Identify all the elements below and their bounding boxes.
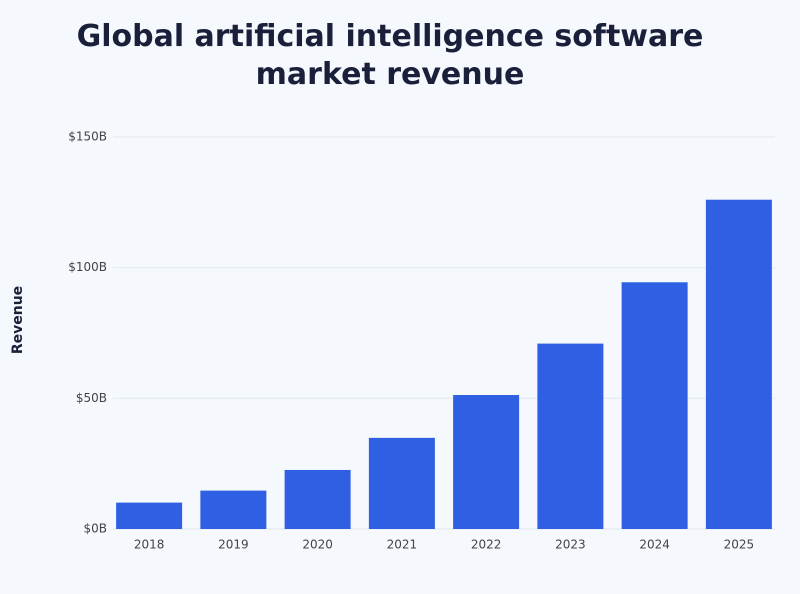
bar xyxy=(284,469,351,529)
bar xyxy=(705,199,772,529)
bar xyxy=(368,437,435,529)
y-tick-label: $50B xyxy=(76,391,107,405)
y-tick-label: $100B xyxy=(68,260,107,274)
x-tick-label: 2020 xyxy=(302,538,333,552)
chart-title: Global artificial intelligence software … xyxy=(76,19,704,92)
y-tick-label: $0B xyxy=(83,522,107,536)
x-tick-label: 2019 xyxy=(218,538,249,552)
x-tick-label: 2018 xyxy=(134,538,165,552)
x-tick-label: 2024 xyxy=(639,538,670,552)
bar xyxy=(200,490,267,529)
x-tick-label: 2021 xyxy=(387,538,418,552)
bar xyxy=(621,282,688,529)
bar xyxy=(537,343,604,529)
x-tick-label: 2022 xyxy=(471,538,502,552)
x-tick-label: 2023 xyxy=(555,538,586,552)
x-tick-label: 2025 xyxy=(724,538,755,552)
y-axis-label: Revenue xyxy=(10,286,26,354)
y-tick-label: $150B xyxy=(68,130,107,144)
bar xyxy=(116,502,183,529)
bar xyxy=(453,395,520,529)
